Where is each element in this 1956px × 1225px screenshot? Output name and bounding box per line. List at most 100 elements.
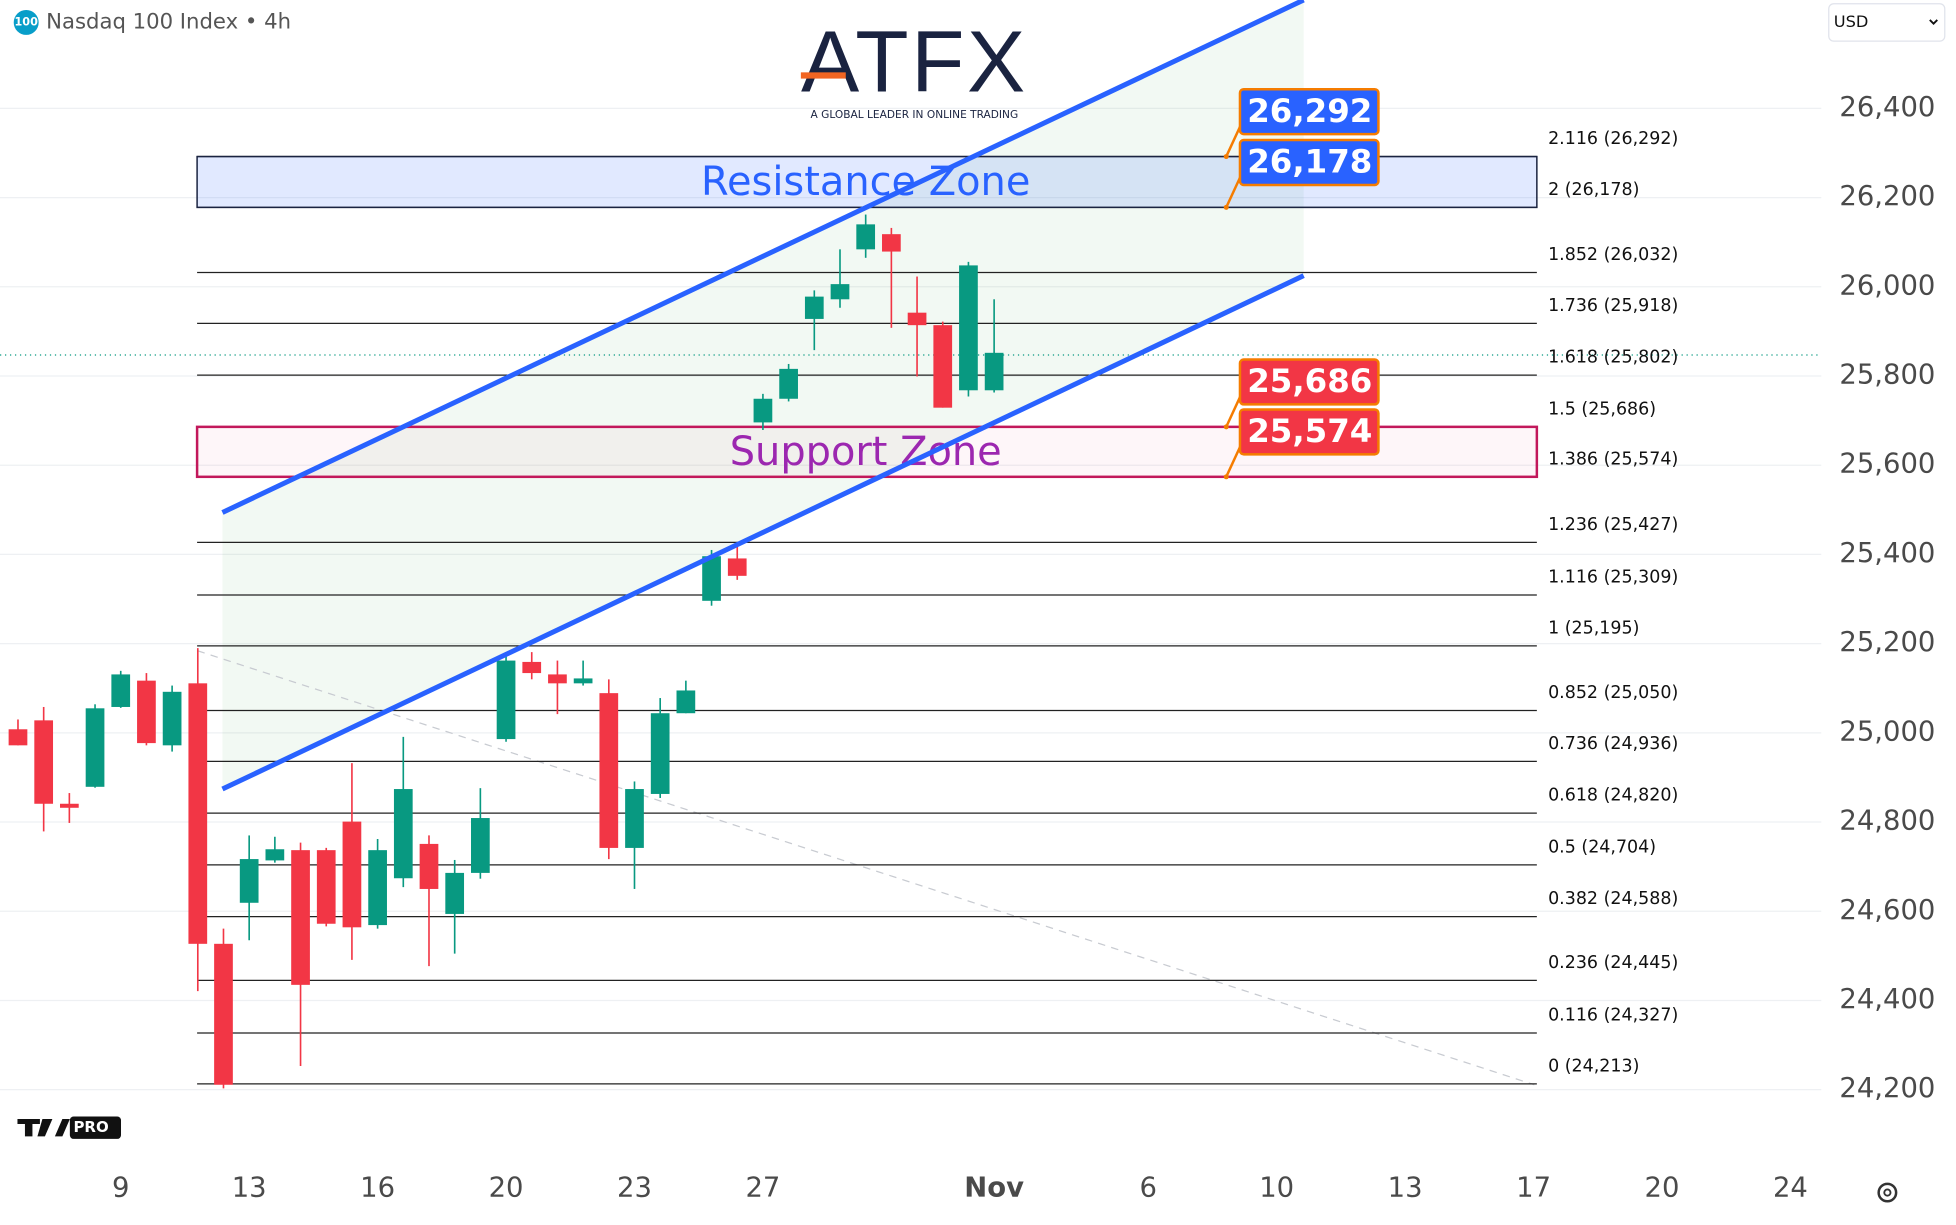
price-label-box	[1238, 358, 1380, 406]
y-tick-label: 25,000	[1839, 716, 1935, 747]
candle-body	[933, 325, 953, 408]
tv-logo	[17, 1118, 70, 1137]
y-tick-label: 24,600	[1839, 895, 1935, 926]
channel-line	[221, 0, 1305, 515]
candle-body	[162, 691, 182, 746]
fib-label: 1.618 (25,802)	[1548, 348, 1678, 368]
y-tick-label: 25,600	[1839, 449, 1935, 480]
x-tick-label: 16	[360, 1172, 395, 1203]
fib-label: 1.736 (25,918)	[1548, 296, 1678, 316]
candle-body	[959, 265, 978, 391]
currency-select[interactable]	[1828, 3, 1946, 42]
candle-body	[882, 234, 901, 252]
x-tick-label: 13	[1388, 1172, 1423, 1203]
candle-body	[727, 558, 747, 576]
candle-body	[85, 708, 105, 787]
candle-body	[702, 556, 721, 601]
candle-body	[214, 943, 233, 1085]
fib-label: 1.5 (25,686)	[1548, 399, 1656, 419]
x-tick-label: 23	[617, 1172, 652, 1203]
price-label-anchor	[1223, 424, 1229, 430]
candle-body	[34, 720, 54, 804]
candle-body	[984, 352, 1004, 391]
price-label-anchor	[1223, 154, 1229, 160]
fib-label: 0.736 (24,936)	[1548, 734, 1678, 754]
price-label-box	[1238, 87, 1380, 136]
candle-body	[830, 284, 850, 300]
candle-body	[265, 849, 285, 861]
x-tick-label: 20	[1645, 1172, 1680, 1203]
y-tick-label: 24,200	[1839, 1073, 1935, 1104]
candle-body	[650, 713, 670, 794]
settings-icon-center	[1883, 1188, 1892, 1197]
candle-body	[60, 803, 79, 808]
candle-body	[316, 850, 336, 924]
candle-body	[548, 674, 567, 684]
price-label-anchor	[1223, 204, 1229, 210]
fib-label: 0.5 (24,704)	[1548, 837, 1656, 857]
price-label-anchor	[1223, 474, 1229, 480]
channel-line	[221, 273, 1305, 792]
candle-body	[676, 690, 696, 714]
x-tick-label: 27	[745, 1172, 780, 1203]
fib-label: 1 (25,195)	[1548, 618, 1639, 638]
y-tick-label: 24,800	[1839, 806, 1935, 837]
zone-label: Resistance Zone	[701, 159, 1030, 205]
fib-label: 0.852 (25,050)	[1548, 683, 1678, 703]
fib-label: 2.116 (26,292)	[1548, 129, 1678, 149]
candle-body	[137, 680, 156, 744]
x-tick-label: Nov	[964, 1172, 1024, 1203]
y-tick-label: 25,400	[1839, 538, 1935, 569]
candle-body	[779, 368, 798, 399]
price-label-connector	[1225, 393, 1243, 428]
y-tick-label: 25,200	[1839, 627, 1935, 658]
price-label-box	[1238, 408, 1380, 456]
fib-label: 0.236 (24,445)	[1548, 953, 1678, 973]
candle-body	[804, 296, 824, 319]
x-tick-label: 10	[1259, 1172, 1294, 1203]
x-tick-label: 24	[1773, 1172, 1808, 1203]
candle-body	[753, 398, 773, 423]
fib-label: 1.236 (25,427)	[1548, 515, 1678, 535]
logo-accent	[800, 72, 846, 79]
fib-label: 1.116 (25,309)	[1548, 568, 1678, 588]
x-tick-label: 13	[232, 1172, 267, 1203]
price-label-connector	[1225, 443, 1243, 478]
candle-body	[907, 312, 927, 326]
candle-body	[342, 821, 362, 928]
candle-body	[856, 224, 876, 250]
fib-label: 2 (26,178)	[1548, 180, 1639, 200]
candle-body	[445, 872, 465, 914]
currency-label: USD	[1834, 12, 1869, 31]
price-label-connector	[1225, 123, 1243, 158]
price-label-connector	[1225, 174, 1243, 208]
price-label-text: 26,178	[1247, 143, 1372, 181]
dropdown-arrow	[1929, 19, 1938, 26]
y-tick-label: 26,400	[1839, 92, 1935, 123]
symbol-badge-text: 100	[14, 15, 38, 28]
candle-body	[573, 678, 593, 684]
candle-body	[291, 850, 310, 985]
price-label-text: 26,292	[1247, 92, 1372, 130]
y-tick-label: 26,200	[1839, 181, 1935, 212]
symbol-badge	[13, 9, 39, 35]
candle-body	[599, 693, 619, 848]
candle-body	[471, 818, 490, 873]
x-tick-label: 6	[1140, 1172, 1157, 1203]
fib-label: 0.116 (24,327)	[1548, 1006, 1678, 1026]
x-tick-label: 17	[1516, 1172, 1551, 1203]
y-tick-label: 24,400	[1839, 984, 1935, 1015]
settings-icon[interactable]	[1877, 1182, 1898, 1203]
candle-body	[188, 683, 208, 944]
tv-pro-badge	[69, 1116, 122, 1139]
candle-body	[496, 660, 516, 740]
symbol-title[interactable]: Nasdaq 100 Index • 4h	[46, 8, 291, 33]
fib-label: 0 (24,213)	[1548, 1056, 1639, 1076]
logo: ATFX	[801, 13, 1028, 111]
candle-body	[368, 850, 387, 926]
tv-pro-text: PRO	[73, 1118, 108, 1136]
candle-body	[419, 843, 439, 889]
price-label-text: 25,574	[1247, 412, 1372, 450]
